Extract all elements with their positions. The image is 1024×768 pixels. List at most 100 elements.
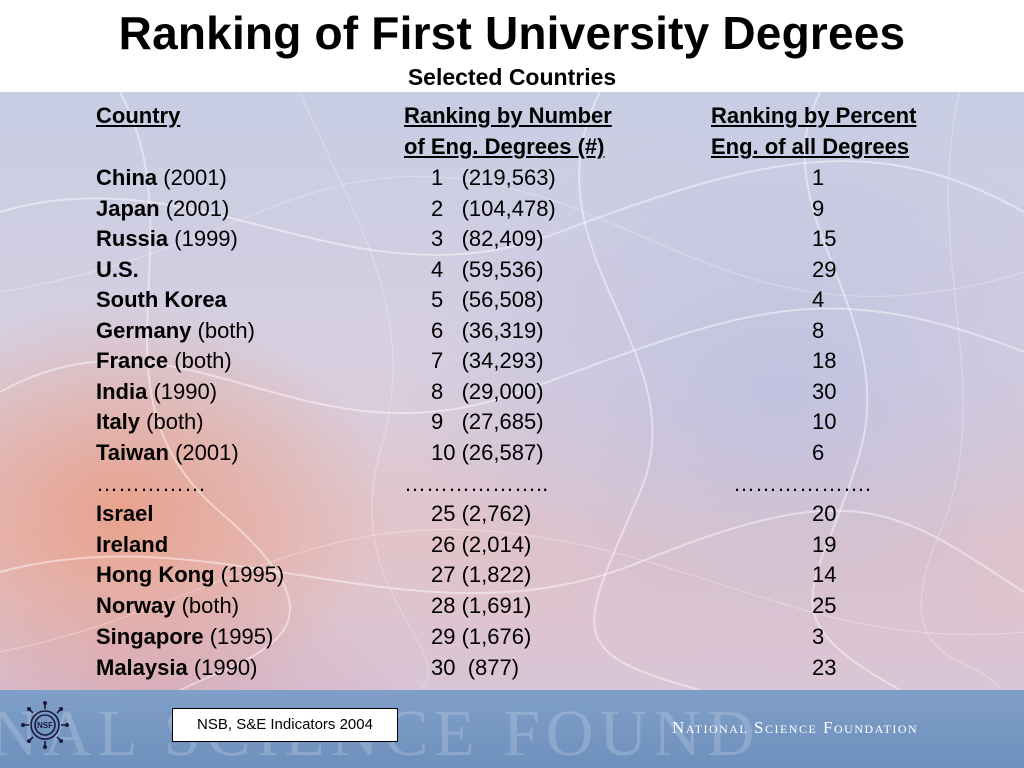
table-row: India (1990) 8 (29,000) 30	[0, 376, 1024, 407]
number-rank-cell: 3 (82,409)	[431, 226, 544, 251]
logo-text: NSF	[37, 721, 53, 730]
table-row: Malaysia (1990) 30 (877) 23	[0, 652, 1024, 683]
separator-percent: ……………….	[733, 471, 872, 496]
background	[0, 92, 1024, 690]
header-number-line1: Ranking by Number	[404, 103, 612, 128]
country-note: (1995)	[203, 624, 274, 649]
percent-rank-cell: 8	[812, 318, 825, 343]
number-rank-cell: 27 (1,822)	[431, 562, 532, 587]
organization-name: National Science Foundation	[672, 718, 919, 737]
title-area	[0, 0, 1024, 92]
country-note: (2001)	[157, 165, 227, 190]
country-cell: Russia (1999)	[96, 223, 238, 254]
table-row: Ireland 26 (2,014) 19	[0, 529, 1024, 560]
table-row: Norway (both) 28 (1,691) 25	[0, 590, 1024, 621]
percent-rank-cell: 9	[812, 196, 825, 221]
country-cell: South Korea	[96, 284, 227, 315]
country-name: Norway	[96, 593, 176, 618]
country-name: Russia	[96, 226, 169, 251]
country-cell: U.S.	[96, 254, 139, 285]
country-name: South Korea	[96, 287, 227, 312]
number-rank-cell: 30 (877)	[431, 655, 520, 680]
percent-rank-cell: 29	[812, 257, 837, 282]
percent-rank-cell: 6	[812, 440, 825, 465]
number-rank-cell: 25 (2,762)	[431, 501, 532, 526]
number-rank-cell: 4 (59,536)	[431, 257, 544, 282]
number-rank-cell: 2 (104,478)	[431, 196, 556, 221]
number-rank-cell: 29 (1,676)	[431, 624, 532, 649]
country-cell: Hong Kong (1995)	[96, 559, 284, 590]
separator-number: ………………..	[404, 471, 549, 496]
country-name: Israel	[96, 501, 154, 526]
page-title: Ranking of First University Degrees	[118, 7, 906, 59]
country-cell: Japan (2001)	[96, 193, 229, 224]
country-cell: Ireland	[96, 529, 168, 560]
country-note: (2001)	[168, 440, 239, 465]
country-note: (both)	[191, 318, 255, 343]
country-note: (1995)	[214, 562, 285, 587]
background-texture	[0, 92, 1024, 690]
nsf-logo-icon: NSF	[21, 701, 69, 749]
country-note: (both)	[168, 348, 232, 373]
percent-rank-cell: 23	[812, 655, 837, 680]
country-note: (1999)	[168, 226, 238, 251]
source-label: NSB, S&E Indicators 2004	[172, 708, 398, 742]
country-cell: India (1990)	[96, 376, 217, 407]
country-cell: Italy (both)	[96, 406, 204, 437]
header-number-line2: of Eng. Degrees (#)	[404, 134, 605, 159]
percent-rank-cell: 25	[812, 593, 837, 618]
country-cell: China (2001)	[96, 162, 227, 193]
number-rank-cell: 9 (27,685)	[431, 409, 544, 434]
footer-bar: NAL SCIENCE FOUND NSF NSB, S&E Indicator…	[0, 690, 1024, 768]
table-row: Israel 25 (2,762) 20	[0, 498, 1024, 529]
table-row: Hong Kong (1995) 27 (1,822) 14	[0, 559, 1024, 590]
number-rank-cell: 26 (2,014)	[431, 532, 532, 557]
country-cell: Norway (both)	[96, 590, 239, 621]
number-rank-cell: 10 (26,587)	[431, 440, 544, 465]
country-name: India	[96, 379, 148, 404]
country-name: Taiwan	[96, 440, 169, 465]
percent-rank-cell: 3	[812, 624, 825, 649]
header-percent-line1: Ranking by Percent	[711, 103, 917, 128]
country-name: Malaysia	[96, 655, 188, 680]
country-name: Japan	[96, 196, 160, 221]
percent-rank-cell: 19	[812, 532, 837, 557]
percent-rank-cell: 4	[812, 287, 825, 312]
country-cell: Israel	[96, 498, 154, 529]
table-row: Singapore (1995) 29 (1,676) 3	[0, 621, 1024, 652]
country-note: (both)	[140, 409, 204, 434]
table-row: France (both) 7 (34,293) 18	[0, 345, 1024, 376]
percent-rank-cell: 14	[812, 562, 837, 587]
separator-country: ……………	[96, 471, 206, 496]
country-name: Ireland	[96, 532, 169, 557]
country-name: France	[96, 348, 169, 373]
country-name: U.S.	[96, 257, 139, 282]
percent-rank-cell: 10	[812, 409, 837, 434]
page-subtitle: Selected Countries	[407, 64, 617, 90]
number-rank-cell: 28 (1,691)	[431, 593, 532, 618]
table-row: Taiwan (2001) 10 (26,587) 6	[0, 437, 1024, 468]
percent-rank-cell: 15	[812, 226, 837, 251]
country-note: (1990)	[147, 379, 218, 404]
number-rank-cell: 1 (219,563)	[431, 165, 556, 190]
country-cell: Germany (both)	[96, 315, 255, 346]
number-rank-cell: 7 (34,293)	[431, 348, 544, 373]
number-rank-cell: 5 (56,508)	[431, 287, 544, 312]
country-cell: France (both)	[96, 345, 232, 376]
country-cell: Malaysia (1990)	[96, 652, 257, 683]
country-name: Germany	[96, 318, 192, 343]
country-note: (1990)	[187, 655, 258, 680]
header-percent-line2: Eng. of all Degrees	[711, 134, 910, 159]
country-note: (2001)	[159, 196, 230, 221]
country-name: Hong Kong	[96, 562, 215, 587]
number-rank-cell: 6 (36,319)	[431, 318, 544, 343]
table-row: South Korea 5 (56,508) 4	[0, 284, 1024, 315]
country-name: Singapore	[96, 624, 204, 649]
table-row: Germany (both) 6 (36,319) 8	[0, 315, 1024, 346]
percent-rank-cell: 1	[812, 165, 825, 190]
table-row: Russia (1999) 3 (82,409) 15	[0, 223, 1024, 254]
percent-rank-cell: 20	[812, 501, 837, 526]
percent-rank-cell: 18	[812, 348, 837, 373]
header-country: Country	[96, 103, 181, 128]
country-cell: Singapore (1995)	[96, 621, 273, 652]
